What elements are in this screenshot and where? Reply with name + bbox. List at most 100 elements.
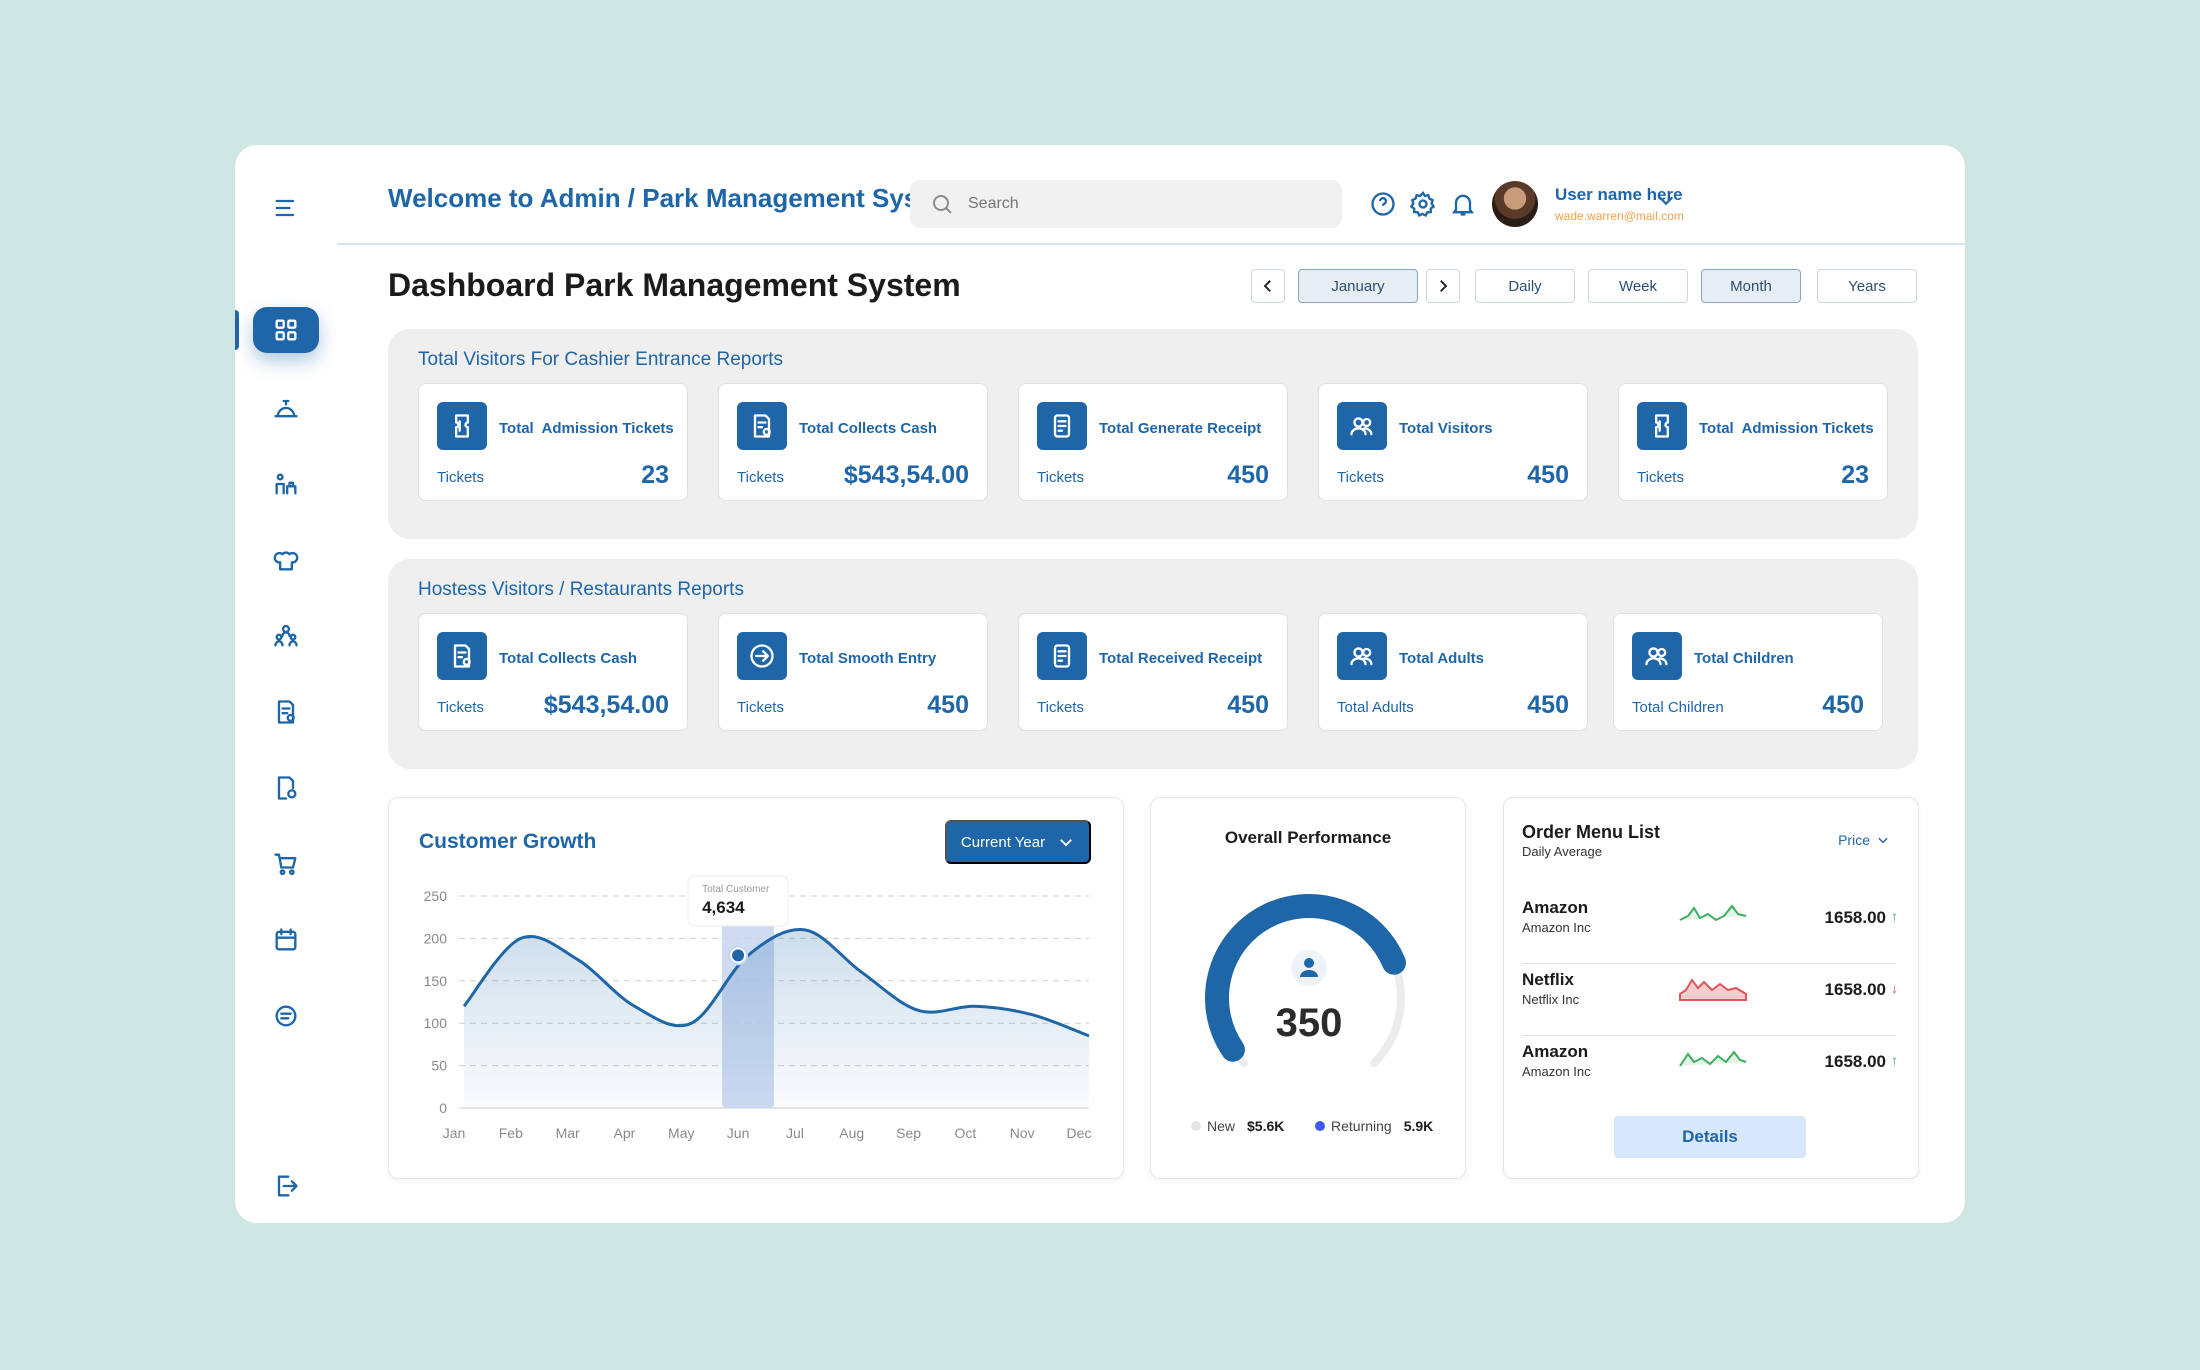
y-tick-label: 200	[424, 930, 448, 946]
cloche-icon	[274, 399, 298, 418]
stat-icon-box	[1637, 402, 1687, 450]
stat-card[interactable]: Total Collects Cash Tickets $543,54.00	[418, 613, 688, 731]
search-input[interactable]	[968, 195, 1328, 213]
highlight-point	[732, 949, 745, 962]
stat-card[interactable]: Total Smooth Entry Tickets 450	[718, 613, 988, 731]
x-tick-label: Apr	[614, 1125, 636, 1141]
series-line	[462, 928, 1090, 1038]
stat-label: Total Received Receipt	[1099, 650, 1263, 667]
stat-card[interactable]: Total Received Receipt Tickets 450	[1018, 613, 1288, 731]
app-title: Welcome to Admin / Park Management Syste…	[388, 183, 965, 213]
stat-sub: Tickets	[1337, 469, 1384, 486]
x-tick-label: Sep	[896, 1125, 921, 1141]
invoice-icon	[277, 700, 295, 724]
stat-value: 450	[1227, 691, 1269, 719]
sidebar-item-billing[interactable]	[253, 689, 319, 735]
section-title: Total Visitors For Cashier Entrance Repo…	[418, 349, 784, 370]
item-price: 1658.00	[1824, 980, 1886, 999]
period-dropdown[interactable]: Current Year	[945, 820, 1091, 864]
y-tick-label: 250	[424, 888, 448, 904]
filter-month[interactable]: Month	[1701, 269, 1801, 303]
logout-icon	[277, 1175, 298, 1197]
chevron-down-icon	[1878, 837, 1888, 844]
chat-icon	[275, 1005, 297, 1027]
x-tick-label: Dec	[1067, 1125, 1092, 1141]
user-icon-body	[1300, 970, 1318, 977]
help-icon	[1371, 192, 1395, 216]
stat-sub: Total Adults	[1337, 699, 1414, 716]
filter-years[interactable]: Years	[1817, 269, 1917, 303]
stat-card[interactable]: Total Adults Total Adults 450	[1318, 613, 1588, 731]
help-button[interactable]	[1369, 190, 1397, 218]
y-tick-label: 50	[431, 1058, 447, 1074]
search-box[interactable]	[910, 180, 1342, 228]
tooltip-box	[687, 875, 789, 927]
stat-card[interactable]: Total Children Total Children 450	[1613, 613, 1883, 731]
list-item[interactable]: Netflix Netflix Inc 1658.00 ↓	[1522, 966, 1898, 1036]
stat-icon-box	[1337, 402, 1387, 450]
calendar-icon	[275, 928, 297, 951]
performance-gauge: 350	[1205, 894, 1406, 1068]
user-menu-toggle[interactable]	[1655, 189, 1677, 211]
logout-button[interactable]	[253, 1163, 319, 1209]
avatar[interactable]	[1492, 181, 1538, 227]
customer-growth-chart: 0 50 100 150 200 250 Jan Feb Mar Apr May Jun Jul Aug S…	[424, 875, 1092, 1141]
stat-label: Total Collects Cash	[799, 420, 938, 437]
sidebar-item-documents[interactable]	[253, 765, 319, 811]
y-tick-label: 150	[424, 973, 448, 989]
sidebar-item-kitchen[interactable]	[253, 537, 319, 583]
grid-icon	[275, 319, 297, 341]
filter-daily[interactable]: Daily	[1475, 269, 1575, 303]
sidebar-item-dashboard[interactable]	[253, 307, 319, 353]
stat-value: $543,54.00	[843, 461, 969, 489]
month-selector[interactable]: January	[1298, 269, 1418, 303]
customer-growth-panel: Customer Growth Current Year 0 50 100 150 20…	[388, 797, 1124, 1179]
settings-button[interactable]	[1409, 190, 1437, 218]
sidebar-item-attractions[interactable]	[253, 461, 319, 507]
prev-month-button[interactable]	[1251, 269, 1285, 303]
filter-week[interactable]: Week	[1588, 269, 1688, 303]
x-tick-label: Mar	[556, 1125, 580, 1141]
list-item[interactable]: Amazon Amazon Inc 1658.00 ↑	[1522, 894, 1898, 964]
next-month-button[interactable]	[1426, 269, 1460, 303]
stat-icon-box	[1337, 632, 1387, 680]
order-menu-panel: Order Menu List Daily Average Price Amaz…	[1503, 797, 1919, 1179]
x-tick-label: Jul	[786, 1125, 804, 1141]
period-label: Current Year	[960, 833, 1046, 851]
tooltip-value: 4,634	[702, 898, 745, 917]
stat-card[interactable]: Total Admission Tickets Tickets 23	[418, 383, 688, 501]
stat-value: 450	[927, 691, 969, 719]
sidebar-item-staff[interactable]	[253, 613, 319, 659]
stat-label: Total Adults	[1399, 650, 1484, 667]
stat-card[interactable]: Total Visitors Tickets 450	[1318, 383, 1588, 501]
x-tick-label: Jun	[727, 1125, 750, 1141]
ferris-wheel-icon	[275, 473, 297, 495]
stat-sub: Tickets	[737, 699, 784, 716]
users-icon	[1350, 647, 1373, 666]
trend-sparkline	[1679, 904, 1747, 922]
stat-value: 450	[1527, 461, 1569, 489]
ticket-icon	[455, 414, 469, 438]
search-icon	[933, 195, 952, 214]
sidebar-item-restaurant[interactable]	[253, 385, 319, 431]
sidebar-item-messages[interactable]	[253, 993, 319, 1039]
stat-card[interactable]: Total Collects Cash Tickets $543,54.00	[718, 383, 988, 501]
price-sort-dropdown[interactable]: Price	[1838, 832, 1890, 848]
notifications-button[interactable]	[1449, 190, 1477, 218]
sidebar-item-calendar[interactable]	[253, 917, 319, 963]
x-tick-label: May	[668, 1125, 694, 1141]
stat-value: 23	[1841, 461, 1869, 489]
stat-card[interactable]: Total Admission Tickets Tickets 23	[1618, 383, 1888, 501]
stat-label: Total Admission Tickets	[499, 420, 674, 437]
stat-card[interactable]: Total Generate Receipt Tickets 450	[1018, 383, 1288, 501]
top-bar: Welcome to Admin / Park Management Syste…	[337, 145, 1965, 245]
menu-toggle-button[interactable]	[253, 185, 319, 231]
document-settings-icon	[277, 776, 297, 800]
menu-icon	[275, 199, 295, 217]
sidebar	[235, 145, 337, 1223]
stat-sub: Tickets	[437, 699, 484, 716]
bell-icon	[1451, 194, 1475, 216]
sidebar-item-shop[interactable]	[253, 841, 319, 887]
list-item[interactable]: Amazon Amazon Inc 1658.00 ↑	[1522, 1038, 1898, 1108]
details-button[interactable]: Details	[1614, 1116, 1806, 1158]
